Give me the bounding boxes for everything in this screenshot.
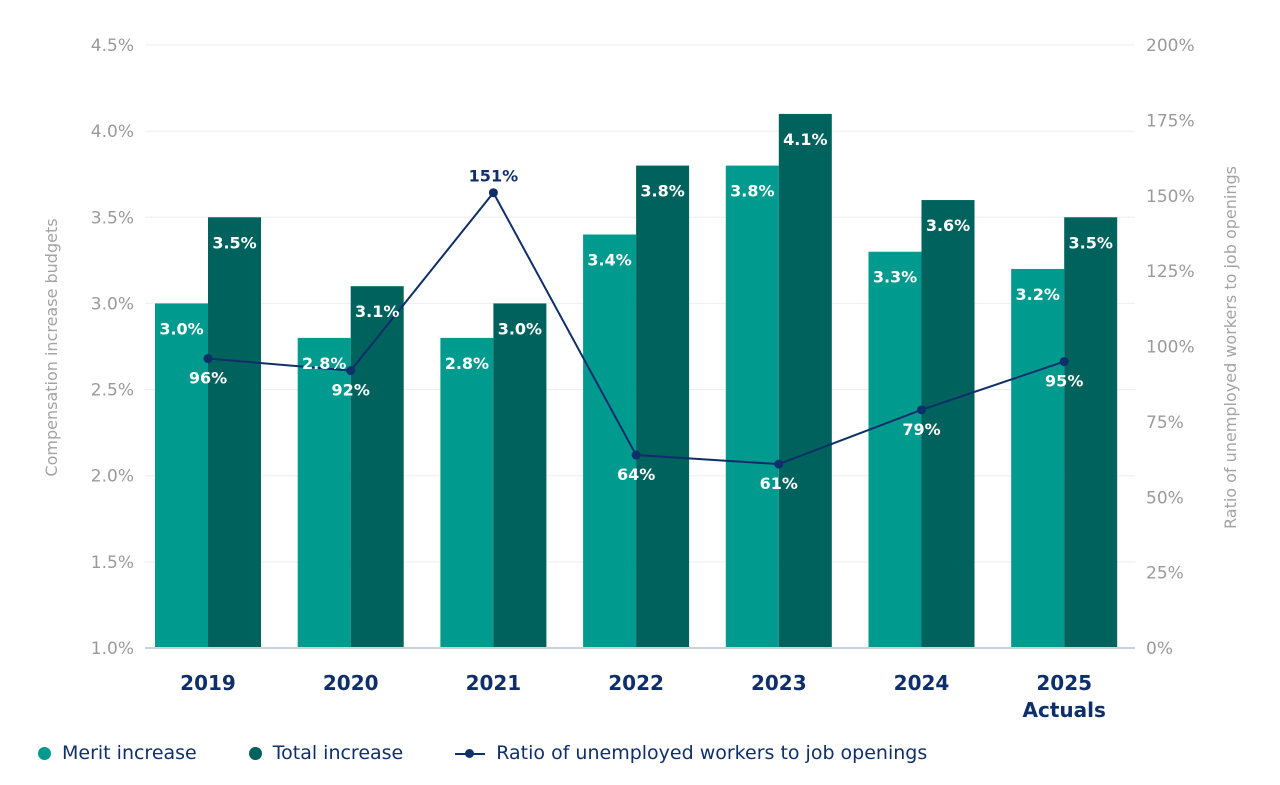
x-category-label: 2019	[180, 671, 236, 695]
y-left-tick-label: 4.5%	[91, 36, 134, 56]
y-left-tick-label: 2.5%	[91, 381, 134, 401]
ratio-point-label: 61%	[760, 474, 798, 493]
bar-total-label: 3.0%	[498, 319, 542, 338]
y-right-tick-label: 175%	[1146, 111, 1195, 131]
bar-total-label: 3.8%	[640, 182, 684, 201]
y-left-tick-label: 3.0%	[91, 294, 134, 314]
legend-merit-label: Merit increase	[62, 742, 197, 764]
bar-total[interactable]	[636, 165, 690, 648]
bar-total[interactable]	[208, 217, 261, 649]
legend-ratio-swatch	[455, 747, 486, 760]
legend-item-merit[interactable]: Merit increase	[38, 742, 197, 764]
y-left-tick-label: 4.0%	[91, 122, 134, 142]
bar-total-label: 4.1%	[783, 130, 827, 149]
bar-total-label: 3.5%	[1069, 233, 1113, 252]
bar-merit-label: 3.0%	[159, 319, 203, 338]
ratio-point[interactable]	[1059, 357, 1069, 367]
bar-merit[interactable]	[868, 251, 922, 648]
y-left-tick-label: 3.5%	[91, 208, 134, 228]
ratio-point-label: 95%	[1045, 372, 1083, 391]
ratio-point-label: 151%	[469, 167, 518, 186]
y-left-tick-label: 2.0%	[91, 467, 134, 487]
bar-merit[interactable]	[440, 337, 494, 648]
data-labels: 3.0% 3.5% 2.8% 3.1% 2.8% 3.0% 3.4% 3.8% 3.8% 4.1%…	[159, 130, 1113, 493]
bar-total[interactable]	[493, 303, 547, 648]
bar-merit-label: 3.4%	[587, 251, 631, 270]
y-right-tick-label: 200%	[1146, 36, 1195, 56]
bar-merit-label: 2.8%	[302, 354, 346, 373]
ratio-point-label: 92%	[332, 381, 370, 400]
bar-total[interactable]	[778, 113, 832, 648]
legend-merit-swatch	[38, 746, 51, 760]
x-category-label: 2021	[466, 671, 522, 695]
bars	[155, 113, 1118, 649]
y-right-tick-label: 50%	[1146, 488, 1184, 508]
legend-ratio-label: Ratio of unemployed workers to job openi…	[496, 742, 928, 764]
y-right-tick-label: 100%	[1146, 338, 1195, 358]
ratio-line-series	[203, 188, 1069, 469]
axes: 1.0% 1.5% 2.0% 2.5% 3.0% 3.5% 4.0% 4.5% 0% 25% 50%…	[42, 36, 1240, 722]
ratio-point[interactable]	[203, 354, 213, 364]
legend: Merit increase Total increase Ratio of u…	[38, 742, 979, 764]
ratio-point[interactable]	[774, 459, 784, 469]
bar-merit-label: 3.8%	[730, 182, 774, 201]
bar-merit[interactable]	[155, 303, 208, 648]
bar-merit-label: 3.3%	[873, 268, 917, 287]
y-right-tick-label: 150%	[1146, 187, 1195, 207]
ratio-point[interactable]	[346, 366, 356, 376]
x-category-label: 2025 Actuals	[1023, 671, 1106, 722]
y-right-tick-label: 25%	[1146, 564, 1184, 584]
y-left-tick-label: 1.5%	[91, 553, 134, 573]
bar-total[interactable]	[921, 200, 975, 649]
bar-merit[interactable]	[725, 165, 779, 648]
y-right-axis-title: Ratio of unemployed workers to job openi…	[1221, 166, 1240, 529]
bar-merit-label: 3.2%	[1016, 285, 1060, 304]
ratio-point[interactable]	[917, 405, 926, 415]
legend-item-total[interactable]: Total increase	[248, 742, 404, 764]
legend-total-swatch	[248, 746, 262, 760]
x-category-label: 2024	[894, 671, 950, 695]
bar-merit-label: 2.8%	[445, 354, 489, 373]
x-category-label: 2023	[751, 671, 807, 695]
bar-total[interactable]	[350, 286, 404, 648]
bar-total-label: 3.1%	[355, 302, 399, 321]
bar-total-label: 3.6%	[926, 216, 970, 235]
bar-total[interactable]	[1064, 217, 1118, 649]
legend-total-label: Total increase	[272, 742, 404, 764]
bar-merit[interactable]	[1011, 268, 1065, 648]
x-category-label: 2020	[323, 671, 379, 695]
y-right-tick-label: 125%	[1146, 262, 1195, 282]
ratio-point[interactable]	[488, 188, 498, 198]
bar-merit[interactable]	[583, 234, 637, 648]
y-right-tick-label: 75%	[1146, 413, 1184, 433]
bar-merit[interactable]	[297, 337, 351, 648]
bar-total-label: 3.5%	[212, 233, 256, 252]
ratio-point-label: 64%	[617, 465, 655, 484]
x-category-label: 2022	[608, 671, 664, 695]
ratio-point-label: 96%	[189, 369, 227, 388]
y-left-axis-title: Compensation increase budgets	[42, 218, 61, 476]
legend-item-ratio[interactable]: Ratio of unemployed workers to job openi…	[455, 742, 927, 764]
ratio-point[interactable]	[631, 450, 641, 460]
ratio-point-label: 79%	[902, 420, 940, 439]
y-right-tick-label: 0%	[1146, 639, 1173, 659]
y-left-tick-label: 1.0%	[91, 639, 134, 659]
